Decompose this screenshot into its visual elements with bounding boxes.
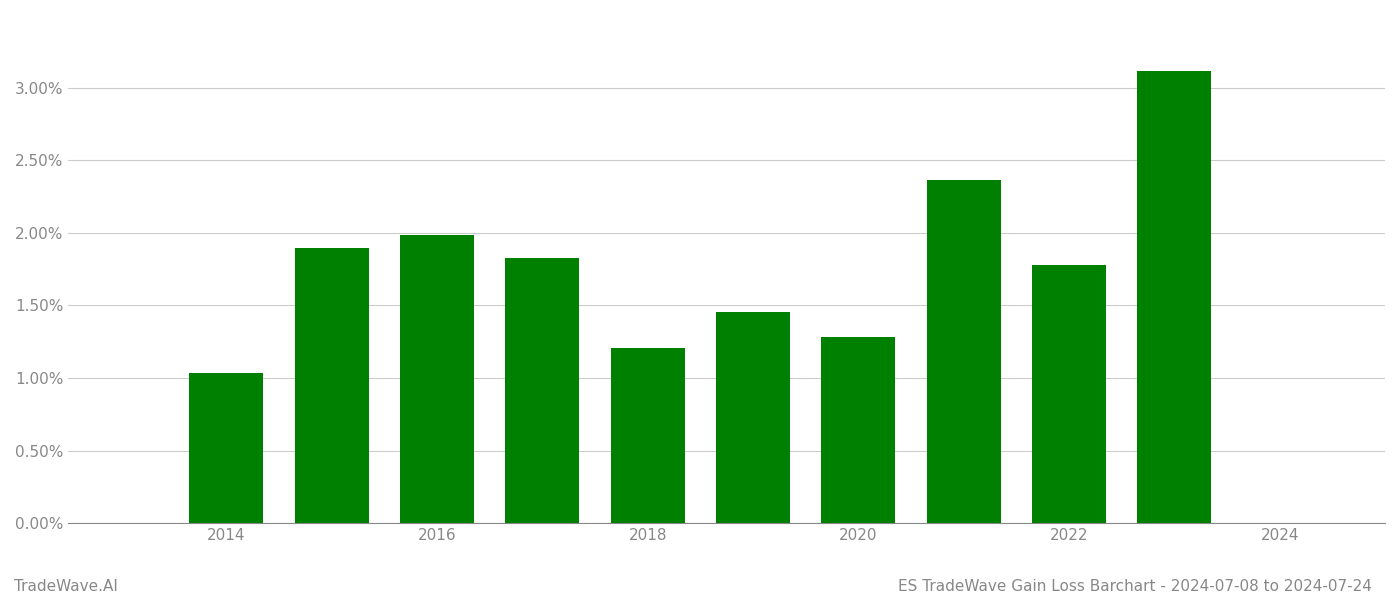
Bar [400,235,473,523]
Bar [717,312,790,523]
Text: ES TradeWave Gain Loss Barchart - 2024-07-08 to 2024-07-24: ES TradeWave Gain Loss Barchart - 2024-0… [899,579,1372,594]
Bar [610,348,685,523]
Bar [1137,71,1211,523]
Bar [822,337,895,523]
Text: TradeWave.AI: TradeWave.AI [14,579,118,594]
Bar [927,180,1001,523]
Bar [295,248,368,523]
Bar [505,258,580,523]
Bar [1032,265,1106,523]
Bar [189,373,263,523]
